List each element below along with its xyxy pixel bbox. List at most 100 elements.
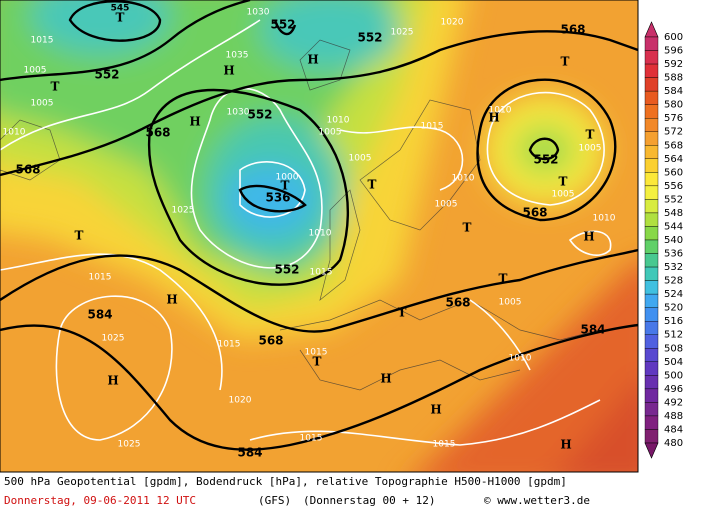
pressure-center: T — [116, 11, 125, 25]
colorbar-cell — [644, 266, 659, 281]
footer-date: Donnerstag, 09-06-2011 12 UTC — [4, 494, 196, 507]
colorbar-cell — [644, 307, 659, 322]
coastlines — [0, 39, 601, 391]
pressure-label: 1015 — [31, 36, 54, 46]
pressure-label: 1015 — [300, 434, 323, 444]
pressure-label: 1015 — [433, 440, 456, 450]
colorbar-label: 532 — [664, 262, 683, 273]
colorbar-label: 592 — [664, 59, 683, 70]
pressure-label: 1010 — [509, 354, 532, 364]
pressure-label: 1005 — [579, 144, 602, 154]
colorbar-label: 556 — [664, 181, 683, 192]
pressure-label: 1025 — [102, 334, 125, 344]
colorbar-label: 576 — [664, 113, 683, 124]
colorbar-cell — [644, 36, 659, 51]
colorbar-label: 520 — [664, 303, 683, 314]
pressure-center: T — [586, 128, 595, 142]
colorbar-cell — [644, 361, 659, 376]
coast — [319, 189, 361, 301]
colorbar-cell — [644, 375, 659, 390]
colorbar-label: 524 — [664, 289, 683, 300]
colorbar-label: 560 — [664, 167, 683, 178]
colorbar-cell — [644, 321, 659, 335]
warm-area — [420, 260, 638, 472]
pressure-center: H — [380, 372, 391, 386]
pressure-center: H — [560, 438, 571, 452]
isobar — [239, 161, 306, 218]
colorbar-label: 516 — [664, 316, 683, 327]
colorbar-label: 600 — [664, 32, 683, 43]
colorbar-cell — [644, 104, 659, 119]
contour — [476, 78, 617, 222]
green-ne — [515, 125, 575, 175]
pressure-label: 1015 — [305, 348, 328, 358]
footer-run: (Donnerstag 00 + 12) — [303, 494, 435, 507]
colorbar-cell — [644, 348, 659, 362]
contour — [0, 323, 638, 451]
coast — [299, 39, 351, 91]
pressure-center: T — [499, 272, 508, 286]
colorbar-label: 588 — [664, 73, 683, 84]
pressure-label: 1005 — [31, 99, 54, 109]
contour-label: 552 — [270, 18, 295, 32]
colorbar-cell — [644, 131, 659, 146]
pressure-label: 1020 — [229, 396, 252, 406]
pressure-label: 1025 — [118, 440, 141, 450]
isobar — [469, 299, 531, 371]
colorbar-label: 528 — [664, 276, 683, 287]
colorbar-cell — [644, 199, 659, 214]
pressure-label: 1010 — [593, 214, 616, 224]
pressure-label: 1010 — [309, 229, 332, 239]
map-area: 552 552 552 552 536 552 568 568 568 568 568 568 584 5… — [0, 0, 638, 472]
pressure-label: 1030 — [227, 108, 250, 118]
colorbar-label: 544 — [664, 221, 683, 232]
pressure-center: H — [107, 374, 118, 388]
coast — [0, 119, 61, 181]
pressure-center: T — [75, 229, 84, 243]
contour — [68, 0, 162, 42]
colorbar-label: 508 — [664, 343, 683, 354]
contour — [273, 19, 297, 36]
contour — [238, 184, 307, 213]
contour-label: 584 — [87, 308, 112, 322]
pressure-center: T — [281, 179, 290, 193]
isobar — [568, 230, 612, 256]
colorbar-label: 488 — [664, 411, 683, 422]
contour-label: 568 — [522, 206, 547, 220]
contour-label: 552 — [274, 263, 299, 277]
coast — [299, 349, 521, 391]
pressure-center: T — [561, 55, 570, 69]
footer-model: (GFS) — [258, 494, 291, 507]
geopotential-contours — [0, 0, 638, 451]
pressure-label: 1005 — [349, 154, 372, 164]
colorbar-cell — [644, 415, 659, 430]
colorbar-cell — [644, 388, 659, 403]
isobar — [55, 295, 173, 441]
pressure-center: H — [189, 115, 200, 129]
colorbar-label: 596 — [664, 46, 683, 57]
pressure-label: 1025 — [172, 206, 195, 216]
contour-label: 584 — [237, 446, 262, 460]
coast — [279, 299, 601, 341]
pressure-label: 1000 — [276, 173, 299, 183]
colorbar-cell — [644, 226, 659, 241]
pressure-label: 1005 — [24, 66, 47, 76]
pressure-label: 1015 — [310, 268, 333, 278]
pressure-center: H — [307, 53, 318, 67]
pressure-center: H — [166, 293, 177, 307]
colorbar-arrow — [644, 442, 659, 459]
pressure-label: 1005 — [499, 298, 522, 308]
contour-label: 552 — [357, 31, 382, 45]
colorbar-cell — [644, 50, 659, 65]
pressure-label: 1005 — [552, 190, 575, 200]
cyan-nw — [30, 0, 170, 55]
pressure-center: H — [583, 230, 594, 244]
footer-line: 500 hPa Geopotential [gpdm], Bodendruck … — [4, 475, 567, 488]
pressure-label: 1010 — [452, 174, 475, 184]
colorbar-label: 496 — [664, 384, 683, 395]
colorbar-label: 480 — [664, 438, 683, 449]
colorbar-label: 568 — [664, 140, 683, 151]
contour — [0, 248, 638, 333]
